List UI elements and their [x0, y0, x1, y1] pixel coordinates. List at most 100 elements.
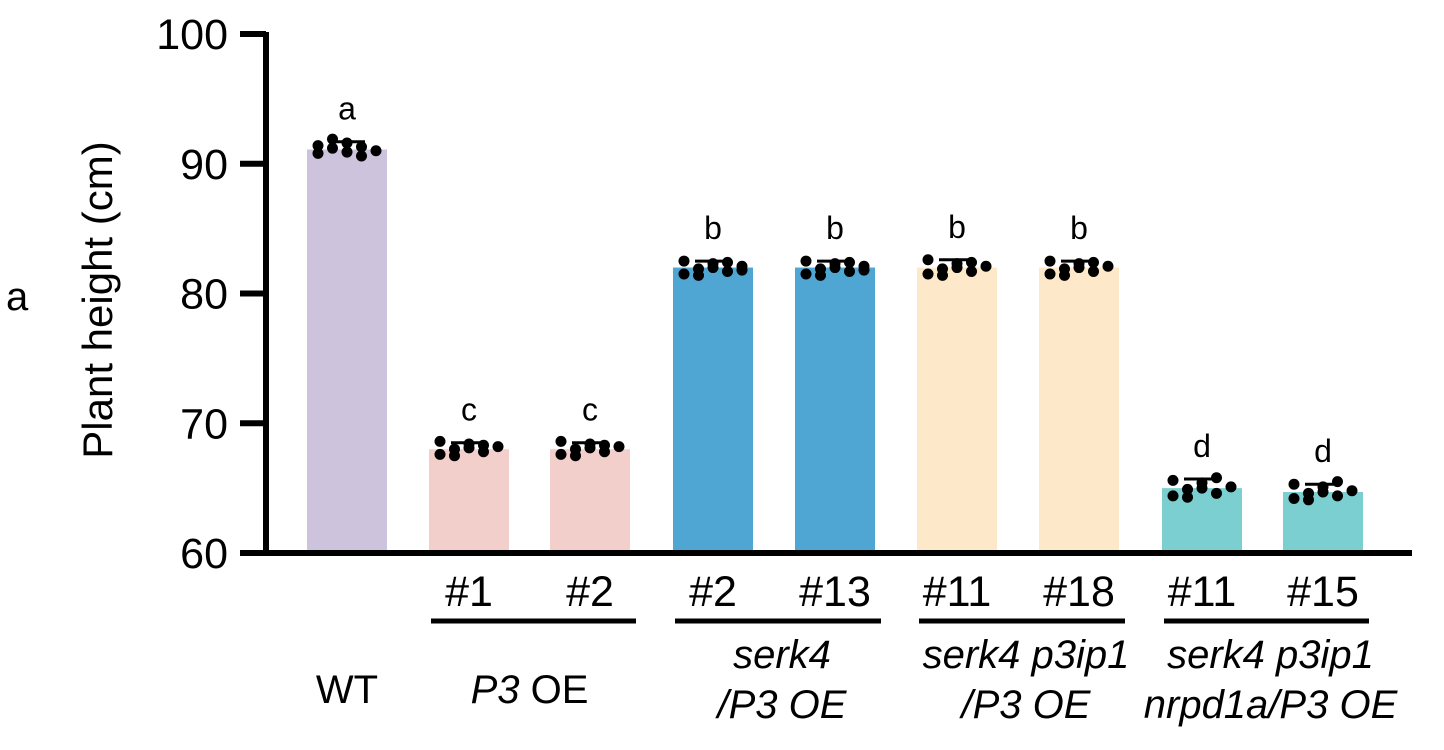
data-point — [800, 268, 812, 280]
group-label-line: serk4 p3ip1 — [1167, 633, 1374, 677]
data-point — [678, 268, 690, 280]
data-point — [613, 441, 625, 453]
significance-label: d — [1193, 428, 1211, 464]
bars — [307, 149, 1363, 554]
y-axis-ticks: 60 70 80 90 100 — [156, 11, 266, 578]
data-point — [370, 145, 382, 157]
data-point — [937, 269, 948, 281]
group-label-plain-part: OE — [520, 668, 589, 712]
data-point — [966, 256, 977, 268]
x-tick-label: #1 — [445, 568, 493, 616]
data-point — [312, 147, 324, 159]
group-label-line: /P3 OE — [959, 683, 1092, 727]
data-point — [922, 254, 934, 266]
bar — [673, 267, 753, 553]
data-point — [478, 439, 489, 451]
bar — [795, 267, 875, 553]
significance-labels: a c c b b b b d d — [338, 91, 1332, 470]
data-point — [1044, 255, 1056, 267]
bar — [429, 449, 509, 553]
data-point — [1167, 490, 1179, 502]
data-point — [707, 262, 719, 274]
data-point — [327, 142, 338, 154]
group-label: P3 OE — [471, 668, 589, 712]
data-points — [312, 133, 1358, 506]
data-point — [980, 260, 992, 272]
x-tick-label: #18 — [1043, 568, 1115, 616]
bar — [550, 449, 630, 553]
data-point — [356, 141, 367, 153]
data-point — [555, 435, 567, 447]
significance-label: b — [826, 210, 844, 246]
x-axis-labels: #1 #2 #2 #13 #11 #18 #11 #15 — [445, 568, 1359, 616]
significance-label: a — [338, 91, 356, 127]
significance-label: b — [704, 210, 722, 246]
group-label-line: serk4 p3ip1 — [923, 633, 1130, 677]
data-point — [1225, 481, 1237, 493]
data-point — [1211, 487, 1222, 499]
group-label-line: /P3 OE — [715, 683, 848, 727]
x-tick-label: #11 — [1168, 568, 1237, 616]
y-tick-label: 100 — [156, 11, 228, 59]
data-point — [1332, 476, 1343, 488]
data-point — [1088, 256, 1099, 268]
data-point — [584, 442, 596, 454]
data-point — [1211, 472, 1222, 484]
y-tick-label: 70 — [180, 400, 228, 448]
group-label-line: nrpd1a/P3 OE — [1144, 683, 1399, 727]
group-label-italic-part: P3 — [471, 668, 520, 712]
data-point — [951, 262, 963, 274]
data-point — [722, 256, 733, 268]
group-labels: WT P3 OE serk4/P3 OE serk4 p3ip1/P3 OE serk4… — [316, 618, 1399, 727]
data-point — [555, 448, 567, 460]
data-point — [678, 255, 690, 267]
panel-label: a — [6, 275, 29, 319]
x-tick-label: #13 — [799, 568, 871, 616]
data-point — [844, 256, 855, 268]
data-point — [492, 441, 504, 453]
y-tick-label: 80 — [180, 271, 228, 319]
y-tick-label: 60 — [180, 530, 228, 578]
data-point — [327, 133, 338, 145]
data-point — [1167, 474, 1179, 486]
y-axis-title: Plant height (cm) — [74, 141, 121, 458]
data-point — [1317, 486, 1329, 498]
data-point — [1182, 483, 1193, 495]
data-point — [434, 448, 446, 460]
x-tick-label: #15 — [1287, 568, 1359, 616]
data-point — [1102, 260, 1114, 272]
data-point — [736, 264, 748, 276]
data-point — [922, 268, 934, 280]
data-point — [341, 146, 353, 158]
data-point — [1288, 493, 1300, 505]
data-point — [463, 442, 475, 454]
data-point — [722, 265, 733, 277]
data-point — [858, 264, 870, 276]
data-point — [434, 435, 446, 447]
x-tick-label: #2 — [689, 568, 737, 616]
significance-label: d — [1314, 433, 1332, 469]
data-point — [1088, 265, 1099, 277]
data-point — [312, 140, 324, 152]
data-point — [815, 269, 826, 281]
data-point — [1182, 491, 1193, 503]
data-point — [599, 439, 610, 451]
x-tick-label: #11 — [923, 568, 992, 616]
data-point — [1044, 268, 1056, 280]
data-point — [800, 255, 812, 267]
x-tick-label: #2 — [566, 568, 614, 616]
data-point — [1303, 494, 1314, 506]
bar — [917, 267, 997, 553]
data-point — [449, 450, 460, 462]
bar — [307, 149, 387, 554]
data-point — [1196, 482, 1208, 494]
group-label-wt: WT — [316, 668, 378, 712]
data-point — [966, 265, 977, 277]
significance-label: c — [582, 392, 598, 428]
data-point — [829, 262, 841, 274]
bar — [1039, 267, 1119, 553]
data-point — [1059, 269, 1070, 281]
data-point — [1332, 490, 1343, 502]
data-point — [1288, 478, 1300, 490]
